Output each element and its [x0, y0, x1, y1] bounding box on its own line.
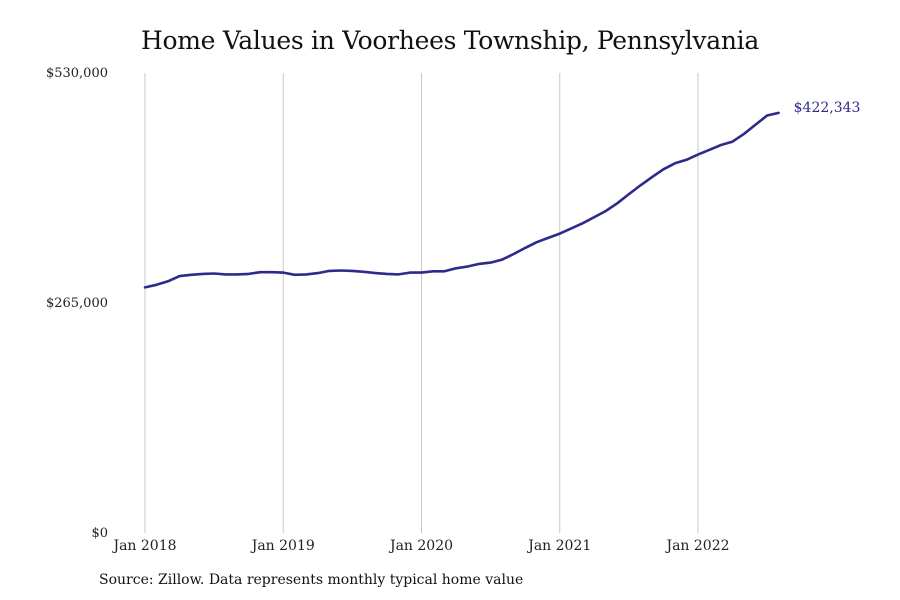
- x-tick-label: Jan 2018: [111, 538, 176, 554]
- x-tick-label: Jan 2020: [388, 538, 453, 554]
- series-line: [143, 111, 780, 289]
- x-tick-label: Jan 2019: [250, 538, 315, 554]
- y-tick-label: $0: [91, 526, 108, 541]
- y-axis-ticks: $0 $265,000 $530,000: [46, 66, 108, 541]
- end-value-label: $422,343: [794, 100, 861, 116]
- grid-lines: [144, 73, 699, 533]
- y-tick-label: $530,000: [46, 66, 108, 81]
- x-axis-ticks: Jan 2018 Jan 2019 Jan 2020 Jan 2021 Jan 2022: [111, 538, 729, 554]
- source-note: Source: Zillow. Data represents monthly …: [99, 572, 524, 588]
- chart-title: Home Values in Voorhees Township, Pennsy…: [141, 26, 759, 55]
- x-tick-label: Jan 2022: [664, 538, 729, 554]
- x-tick-label: Jan 2021: [526, 538, 591, 554]
- y-tick-label: $265,000: [46, 296, 108, 311]
